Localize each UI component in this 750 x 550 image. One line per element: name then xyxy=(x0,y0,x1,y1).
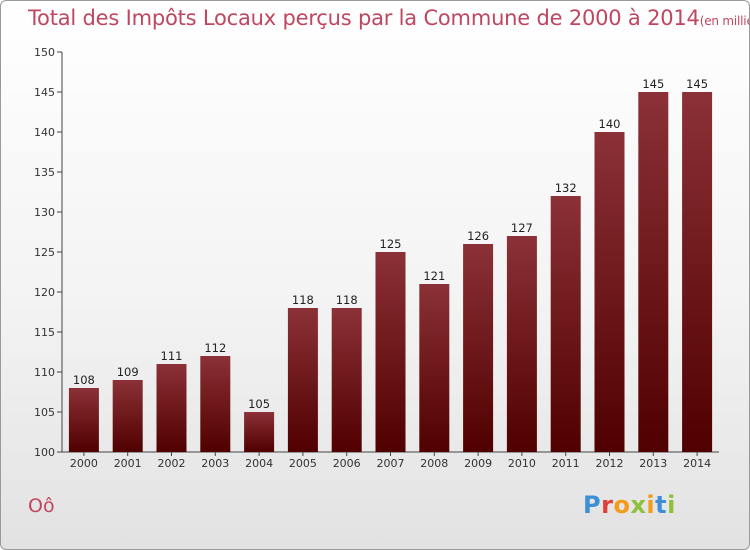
chart-title: Total des Impôts Locaux perçus par la Co… xyxy=(28,6,749,30)
x-tick-label: 2013 xyxy=(639,457,667,470)
x-tick-label: 2008 xyxy=(420,457,448,470)
bar-value-label: 126 xyxy=(467,229,489,243)
bar xyxy=(287,308,318,452)
chart-axes: 100 105 110 115 120 125 130 135 140 145 150 2000 200… xyxy=(34,46,719,470)
y-tick-label: 135 xyxy=(34,166,55,179)
x-tick-label: 2009 xyxy=(464,457,492,470)
bar-value-label: 127 xyxy=(511,221,533,235)
bar-value-label: 140 xyxy=(599,117,621,131)
y-tick-label: 150 xyxy=(34,46,55,59)
bar xyxy=(638,92,669,452)
bar xyxy=(463,244,494,452)
x-tick-label: 2012 xyxy=(596,457,624,470)
bar xyxy=(200,356,231,452)
x-tick-label: 2006 xyxy=(333,457,361,470)
bar xyxy=(68,388,99,452)
x-tick-label: 2002 xyxy=(158,457,186,470)
bar xyxy=(244,412,275,452)
bar-value-label: 109 xyxy=(117,365,139,379)
chart-labels: 108 109 111 112 105 118 118 125 121 126 127 132 140 1… xyxy=(73,77,708,411)
y-tick-label: 100 xyxy=(34,446,55,459)
bar-value-label: 121 xyxy=(423,269,445,283)
bar-value-label: 118 xyxy=(292,293,314,307)
chart-title-text: Total des Impôts Locaux perçus par la Co… xyxy=(28,6,700,30)
bar-value-label: 108 xyxy=(73,373,95,387)
bar xyxy=(112,380,143,452)
bar-value-label: 125 xyxy=(380,237,402,251)
y-tick-label: 140 xyxy=(34,126,55,139)
bar xyxy=(156,364,187,452)
x-tick-label: 2004 xyxy=(245,457,273,470)
bar xyxy=(419,284,450,452)
y-tick-label: 105 xyxy=(34,406,55,419)
bar-value-label: 112 xyxy=(204,341,226,355)
bar xyxy=(550,196,581,452)
x-tick-label: 2007 xyxy=(377,457,405,470)
bar xyxy=(682,92,713,452)
y-tick-label: 130 xyxy=(34,206,55,219)
proxiti-logo[interactable]: Proxiti xyxy=(583,491,676,519)
bar xyxy=(506,236,537,452)
bar-value-label: 145 xyxy=(642,77,664,91)
x-tick-label: 2003 xyxy=(201,457,229,470)
x-tick-label: 2000 xyxy=(70,457,98,470)
x-tick-label: 2010 xyxy=(508,457,536,470)
y-tick-label: 145 xyxy=(34,86,55,99)
bar-value-label: 145 xyxy=(686,77,708,91)
chart-title-unit: (en milliers d'€) xyxy=(699,14,749,28)
bar-value-label: 111 xyxy=(161,349,183,363)
bar xyxy=(375,252,406,452)
x-tick-label: 2014 xyxy=(683,457,711,470)
commune-name: Oô xyxy=(28,495,55,517)
x-tick-label: 2005 xyxy=(289,457,317,470)
chart-bars xyxy=(68,92,713,452)
y-tick-label: 120 xyxy=(34,286,55,299)
y-tick-label: 125 xyxy=(34,246,55,259)
y-tick-label: 115 xyxy=(34,326,55,339)
x-tick-label: 2001 xyxy=(114,457,142,470)
y-tick-label: 110 xyxy=(34,366,55,379)
bar-value-label: 105 xyxy=(248,397,270,411)
bar xyxy=(331,308,362,452)
bar-value-label: 132 xyxy=(555,181,577,195)
x-tick-label: 2011 xyxy=(552,457,580,470)
bar-value-label: 118 xyxy=(336,293,358,307)
bar xyxy=(594,132,625,452)
